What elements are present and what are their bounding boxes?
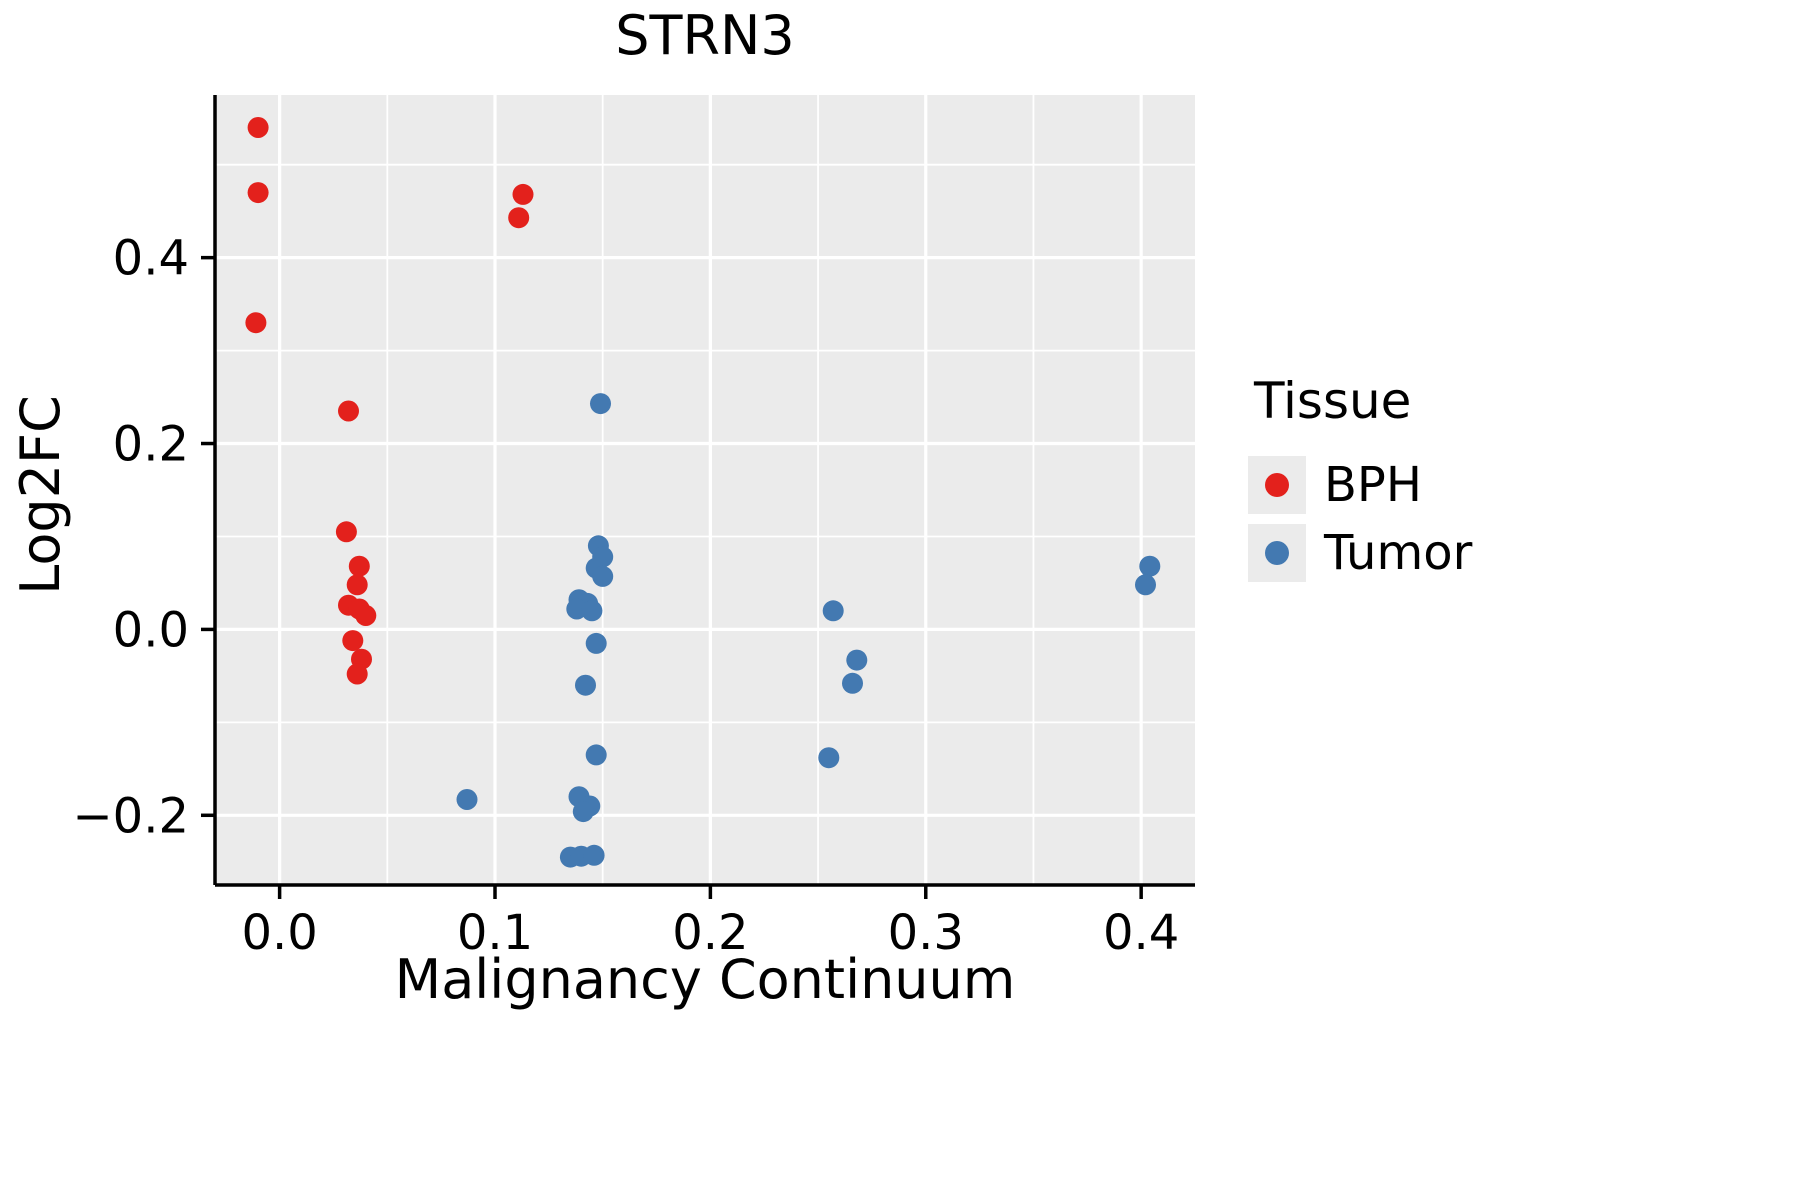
data-point-bph [355,605,377,626]
legend-label-tumor: Tumor [1324,525,1473,581]
legend-entry-tumor: Tumor [1248,524,1472,582]
legend-key [1248,456,1306,514]
y-tick-label: 0.4 [113,231,189,287]
data-point-tumor [818,747,840,769]
data-point-tumor [581,600,603,622]
y-tick-label: 0.0 [113,602,189,658]
plot-background [215,95,1195,885]
bph-dot-icon [1265,473,1289,497]
data-point-bph [342,630,364,652]
x-tick-label: 0.1 [457,905,533,961]
data-point-tumor [1135,574,1156,596]
x-axis-label: Malignancy Continuum [394,948,1016,1011]
legend-title: Tissue [1254,372,1412,430]
data-point-tumor [1139,555,1161,577]
data-point-tumor [575,674,596,696]
x-tick-label: 0.4 [1103,905,1179,961]
y-tick-label: −0.2 [72,788,189,844]
data-point-bph [512,183,534,205]
data-point-bph [346,574,368,596]
data-point-tumor [585,632,607,654]
data-point-tumor [456,789,478,810]
x-tick-label: 0.2 [672,905,748,961]
x-tick-label: 0.3 [888,905,964,961]
data-point-tumor [846,649,868,671]
data-point-tumor [592,565,614,587]
x-tick-label: 0.0 [241,905,317,961]
data-point-tumor [822,600,844,622]
y-tick-label: 0.2 [113,417,189,473]
data-point-bph [346,663,368,685]
data-point-tumor [842,672,863,694]
legend-label-bph: BPH [1324,457,1422,513]
data-point-bph [338,400,359,422]
data-point-bph [335,521,357,543]
legend-entry-bph: BPH [1248,456,1472,514]
data-point-tumor [585,744,607,766]
tumor-dot-icon [1265,541,1289,565]
y-axis-label: Log2FC [9,395,72,595]
data-point-bph [247,182,269,204]
data-point-bph [247,117,269,138]
data-point-tumor [572,801,594,823]
chart-title: STRN3 [615,4,795,67]
legend-key [1248,524,1306,582]
data-point-tumor [583,844,605,866]
legend: Tissue BPH Tumor [1248,372,1472,592]
data-point-tumor [590,393,611,415]
data-point-bph [245,312,267,334]
data-point-bph [508,207,530,229]
data-point-bph [348,555,370,577]
